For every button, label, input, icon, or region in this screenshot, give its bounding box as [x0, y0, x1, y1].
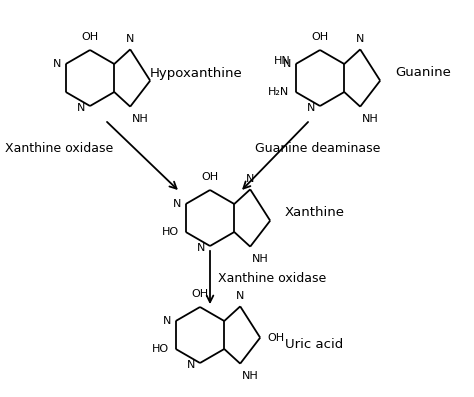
Text: N: N: [246, 174, 255, 184]
Text: HO: HO: [162, 227, 179, 237]
Text: Guanine deaminase: Guanine deaminase: [255, 141, 380, 154]
Text: Xanthine oxidase: Xanthine oxidase: [218, 272, 326, 285]
Text: N: N: [236, 291, 245, 301]
Text: Hypoxanthine: Hypoxanthine: [150, 67, 243, 79]
Text: N: N: [197, 243, 205, 253]
Text: NH: NH: [252, 254, 269, 264]
Text: N: N: [173, 199, 181, 209]
Text: N: N: [52, 59, 61, 69]
Text: N: N: [356, 35, 365, 44]
Text: N: N: [187, 360, 195, 370]
Text: Guanine: Guanine: [395, 67, 451, 79]
Text: OH: OH: [191, 289, 209, 299]
Text: NH: NH: [132, 114, 149, 123]
Text: N: N: [77, 103, 85, 113]
Text: Uric acid: Uric acid: [285, 339, 343, 351]
Text: OH: OH: [267, 333, 284, 343]
Text: H₂N: H₂N: [267, 87, 289, 97]
Text: HO: HO: [152, 344, 169, 354]
Text: NH: NH: [362, 114, 379, 123]
Text: OH: OH: [311, 32, 328, 42]
Text: OH: OH: [82, 32, 99, 42]
Text: Xanthine oxidase: Xanthine oxidase: [5, 141, 113, 154]
Text: NH: NH: [242, 371, 259, 381]
Text: OH: OH: [201, 172, 219, 182]
Text: HN: HN: [274, 56, 291, 66]
Text: N: N: [307, 103, 315, 113]
Text: Xanthine: Xanthine: [285, 206, 345, 220]
Text: N: N: [283, 59, 291, 69]
Text: N: N: [126, 35, 135, 44]
Text: N: N: [163, 316, 171, 326]
